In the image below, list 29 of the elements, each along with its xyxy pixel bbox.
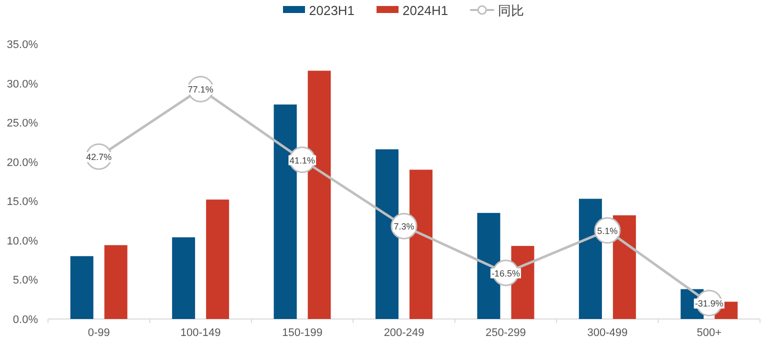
- data-label: 5.1%: [597, 226, 618, 236]
- x-tick-label: 300-499: [587, 327, 628, 339]
- data-label: 42.7%: [86, 152, 112, 162]
- y-tick-label: 5.0%: [12, 274, 38, 287]
- x-tick-label: 0-99: [88, 327, 110, 339]
- x-tick-label: 500+: [696, 327, 722, 339]
- legend-label: 2023H1: [309, 3, 355, 18]
- x-tick-label: 100-149: [180, 327, 221, 339]
- bar: [104, 245, 128, 319]
- data-label: 41.1%: [290, 155, 316, 166]
- legend-label: 2024H1: [402, 3, 448, 18]
- bar: [206, 200, 230, 319]
- data-label: 77.1%: [188, 84, 214, 95]
- data-label: -16.5%: [491, 268, 520, 278]
- y-tick-label: 15.0%: [6, 196, 38, 208]
- x-tick-label: 200-249: [384, 327, 424, 339]
- y-tick-label: 30.0%: [6, 78, 38, 90]
- x-tick-label: 150-199: [282, 327, 322, 339]
- y-tick-label: 35.0%: [6, 39, 38, 51]
- data-label: 7.3%: [394, 222, 414, 232]
- y-tick-label: 10.0%: [6, 235, 38, 248]
- y-tick-label: 0.0%: [12, 314, 38, 326]
- legend-label: 同比: [498, 3, 524, 18]
- bar: [172, 237, 196, 319]
- x-tick-label: 250-299: [486, 327, 526, 339]
- data-label: -31.9%: [694, 298, 724, 309]
- y-tick-label: 25.0%: [6, 118, 38, 130]
- y-tick-label: 20.0%: [6, 156, 38, 169]
- bar: [70, 256, 94, 319]
